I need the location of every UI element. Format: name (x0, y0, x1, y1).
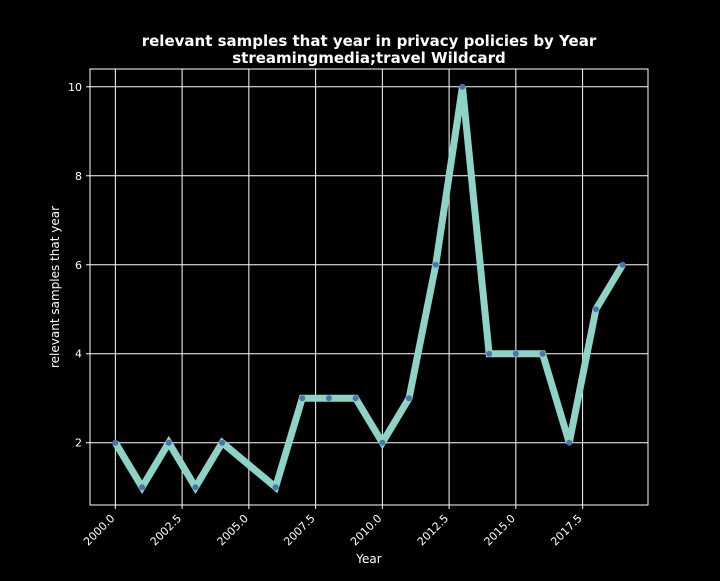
data-point (486, 350, 493, 357)
data-point (379, 439, 386, 446)
y-tick-label: 10 (68, 81, 82, 94)
data-point (566, 439, 573, 446)
data-point (299, 395, 306, 402)
data-point (592, 306, 599, 313)
data-point (512, 350, 519, 357)
data-point (325, 395, 332, 402)
data-point (406, 395, 413, 402)
data-point (539, 350, 546, 357)
y-tick-label: 6 (75, 259, 82, 272)
data-point (165, 439, 172, 446)
chart-title-line1: relevant samples that year in privacy po… (142, 32, 597, 50)
chart-title-line2: streamingmedia;travel Wildcard (232, 49, 506, 67)
data-point (432, 261, 439, 268)
data-point (352, 395, 359, 402)
data-point (112, 439, 119, 446)
data-point (192, 484, 199, 491)
data-point (619, 261, 626, 268)
x-axis-label: Year (355, 552, 381, 566)
y-tick-label: 2 (75, 437, 82, 450)
data-point (272, 484, 279, 491)
data-point (459, 83, 466, 90)
y-tick-label: 8 (75, 170, 82, 183)
data-point (139, 484, 146, 491)
y-tick-label: 4 (75, 348, 82, 361)
data-series (112, 83, 626, 495)
y-axis-label: relevant samples that year (48, 206, 62, 368)
axes-frame (89, 68, 649, 506)
grid-lines (90, 69, 648, 505)
data-point (219, 439, 226, 446)
